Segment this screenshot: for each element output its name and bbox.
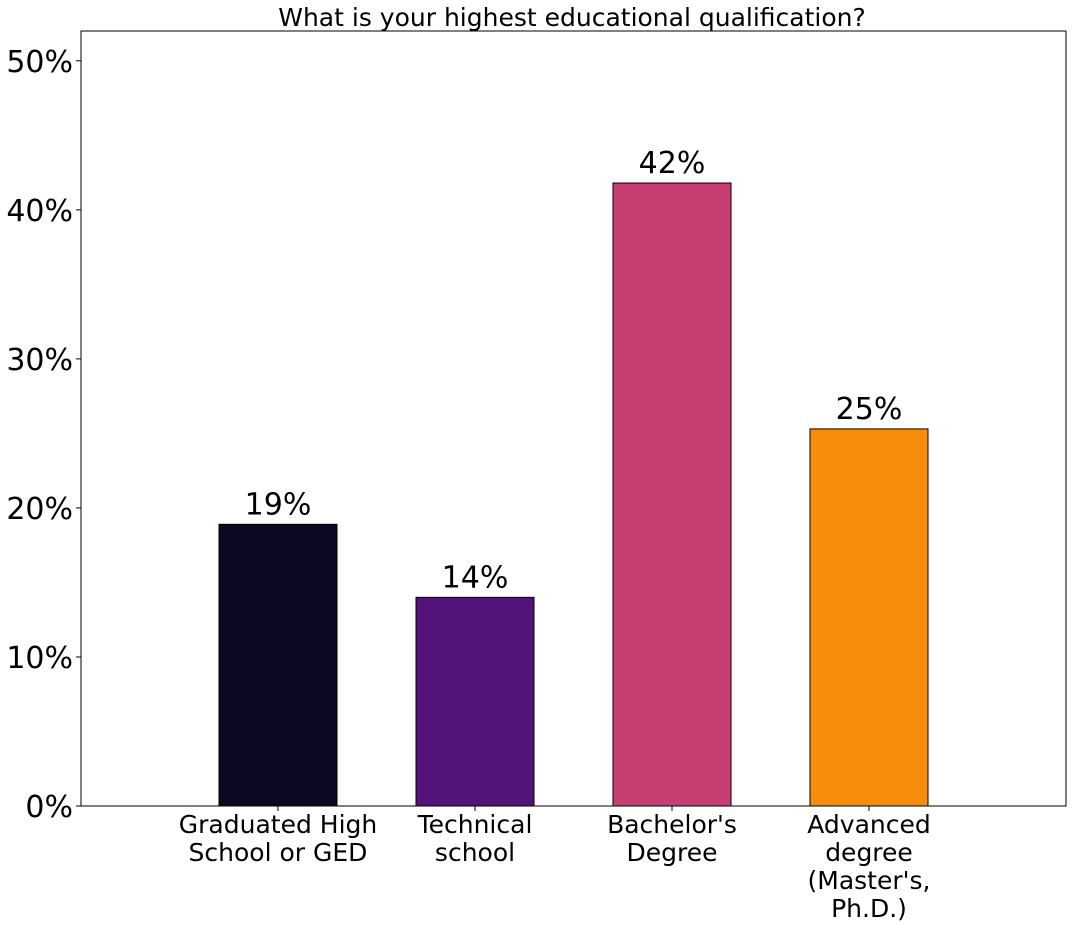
y-tick-label: 0% — [25, 790, 73, 825]
plot-frame — [80, 30, 1067, 807]
y-tick-label: 20% — [6, 492, 73, 527]
data-label: 14% — [442, 560, 509, 595]
data-label: 19% — [245, 487, 312, 522]
data-label: 42% — [639, 146, 706, 181]
plot-area: 0% 10% 20% 30% 40% 50% 19% Graduated HighSchool… — [6, 45, 930, 923]
x-tick-label: Ph.D.) — [831, 894, 907, 923]
y-tick-label: 50% — [6, 45, 73, 80]
x-tick-label: Advanced — [807, 810, 931, 839]
x-tick-label: Degree — [627, 838, 718, 867]
y-tick-label: 10% — [6, 641, 73, 676]
x-tick-label: school — [435, 838, 515, 867]
bar — [218, 523, 338, 807]
bar — [809, 428, 929, 807]
x-tick-label: School or GED — [189, 838, 368, 867]
x-tick-label: Graduated High — [179, 810, 377, 839]
y-tick-label: 40% — [6, 194, 73, 229]
bar — [612, 182, 732, 807]
x-tick-label: degree — [825, 838, 913, 867]
y-tick-label: 30% — [6, 343, 73, 378]
x-tick-label: Bachelor's — [607, 810, 737, 839]
x-tick-label: (Master's, — [808, 866, 931, 895]
data-label: 25% — [836, 392, 903, 427]
bar — [415, 596, 535, 807]
x-tick-label: Technical — [417, 810, 533, 839]
chart-title: What is your highest educational qualifi… — [278, 3, 866, 32]
